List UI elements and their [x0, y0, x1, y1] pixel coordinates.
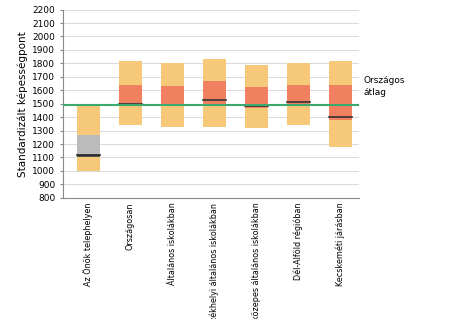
Bar — [329, 85, 352, 117]
Y-axis label: Standardizált képességpont: Standardizált képességpont — [18, 31, 28, 176]
Bar — [161, 106, 184, 127]
Bar — [119, 85, 142, 104]
Bar — [329, 61, 352, 85]
Bar — [161, 63, 184, 86]
Bar — [202, 100, 226, 106]
Bar — [245, 106, 268, 108]
Text: Országos
átlag: Országos átlag — [363, 77, 405, 97]
Bar — [119, 61, 142, 85]
Bar — [161, 86, 184, 105]
Bar — [119, 105, 142, 125]
Bar — [245, 65, 268, 87]
Bar — [76, 105, 100, 135]
Bar — [245, 87, 268, 106]
Bar — [76, 158, 100, 171]
Bar — [76, 155, 100, 158]
Bar — [202, 106, 226, 127]
Bar — [202, 81, 226, 100]
Bar — [119, 104, 142, 105]
Bar — [287, 105, 310, 125]
Bar — [202, 59, 226, 81]
Bar — [245, 108, 268, 128]
Bar — [287, 63, 310, 85]
Bar — [287, 102, 310, 105]
Bar — [76, 135, 100, 155]
Bar — [287, 85, 310, 102]
Bar — [161, 105, 184, 106]
Bar — [329, 117, 352, 120]
Bar — [329, 120, 352, 147]
